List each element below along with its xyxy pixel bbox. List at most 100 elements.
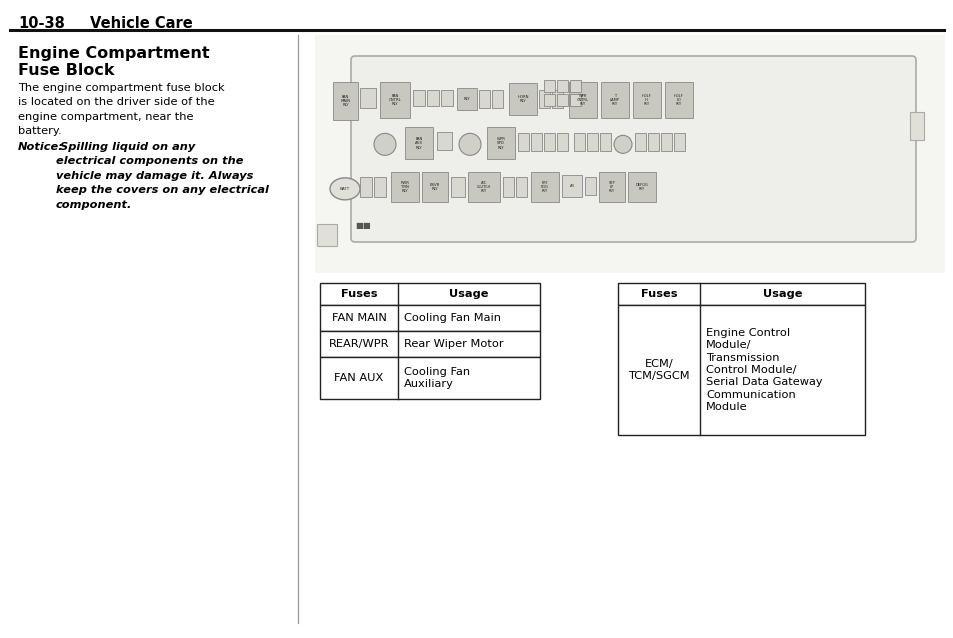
Text: ■■: ■■ [355, 221, 371, 230]
Text: WPR
SPD
RLY: WPR SPD RLY [497, 137, 505, 150]
Text: A/I: A/I [569, 184, 574, 188]
Text: HOLF
LO
RLY: HOLF LO RLY [674, 94, 683, 106]
Ellipse shape [614, 135, 631, 153]
Bar [413, 90, 424, 106]
Text: ESVR
RLY: ESVR RLY [430, 182, 439, 191]
Bar [314, 35, 944, 273]
Text: Engine Control
Module/
Transmission
Control Module/
Serial Data Gateway
Communic: Engine Control Module/ Transmission Cont… [705, 328, 821, 412]
Text: Usage: Usage [762, 289, 801, 299]
Text: Engine Compartment: Engine Compartment [18, 46, 210, 61]
Bar [557, 94, 567, 106]
Text: FAN
CNTRL
RLY: FAN CNTRL RLY [388, 94, 401, 106]
Bar [486, 128, 515, 160]
Bar [359, 88, 375, 108]
Text: RLY: RLY [463, 97, 470, 101]
Bar [618, 305, 864, 435]
Bar [391, 172, 418, 202]
Ellipse shape [374, 133, 395, 155]
Bar [492, 90, 502, 108]
Text: T
LAMP
RLY: T LAMP RLY [609, 94, 619, 106]
Bar [618, 283, 864, 305]
Bar [531, 133, 541, 151]
Bar [319, 331, 539, 357]
Bar [333, 82, 357, 120]
Text: FRT
FOG
RLY: FRT FOG RLY [540, 181, 548, 193]
Bar [538, 90, 550, 108]
Bar [586, 133, 598, 151]
Bar [552, 90, 562, 108]
Bar [635, 133, 645, 151]
Ellipse shape [458, 133, 480, 155]
Bar [598, 172, 624, 202]
Text: Usage: Usage [449, 289, 488, 299]
Text: Spilling liquid on any
electrical components on the
vehicle may damage it. Alway: Spilling liquid on any electrical compon… [56, 142, 269, 210]
Bar [436, 132, 452, 151]
Text: Fuses: Fuses [340, 289, 376, 299]
Bar [543, 133, 555, 151]
Text: Cooling Fan Main: Cooling Fan Main [403, 313, 500, 323]
Bar [516, 177, 526, 197]
Text: ECM/
TCM/SGCM: ECM/ TCM/SGCM [627, 359, 689, 381]
Text: Notice:: Notice: [18, 142, 64, 152]
Bar [319, 305, 539, 331]
Bar [427, 90, 438, 106]
Bar [531, 172, 558, 202]
Bar [379, 82, 410, 118]
Text: Fuses: Fuses [640, 289, 677, 299]
Bar [561, 175, 581, 197]
Text: Cooling Fan
Auxiliary: Cooling Fan Auxiliary [403, 367, 470, 389]
Text: A/C
CLUTCH
RLY: A/C CLUTCH RLY [476, 181, 491, 193]
Bar [569, 94, 580, 106]
Bar [557, 133, 567, 151]
Bar [359, 177, 372, 197]
Bar [647, 133, 659, 151]
Bar [316, 224, 336, 246]
Text: BATT: BATT [339, 187, 350, 191]
Text: STP
LP
RLY: STP LP RLY [608, 181, 615, 193]
Bar [660, 133, 671, 151]
Text: DEFOG
RLY: DEFOG RLY [635, 182, 648, 191]
Bar [633, 82, 660, 118]
Bar [451, 177, 464, 197]
Bar [599, 133, 610, 151]
Bar [627, 172, 656, 202]
Bar [574, 133, 584, 151]
Bar [543, 94, 555, 106]
FancyBboxPatch shape [351, 56, 915, 242]
Bar [543, 80, 555, 92]
Bar [421, 172, 448, 202]
Text: Vehicle Care: Vehicle Care [90, 16, 193, 31]
Bar [568, 82, 597, 118]
Bar [319, 357, 539, 399]
Bar [456, 88, 476, 110]
Text: HOLF
HI
RLY: HOLF HI RLY [641, 94, 651, 106]
Bar [557, 80, 567, 92]
Text: FAN MAIN: FAN MAIN [332, 313, 386, 323]
Bar [478, 90, 490, 108]
Bar [405, 128, 433, 160]
Bar [502, 177, 514, 197]
Ellipse shape [330, 178, 359, 200]
Text: FAN
AUX
RLY: FAN AUX RLY [415, 137, 422, 150]
Bar [440, 90, 453, 106]
Bar [664, 82, 692, 118]
Text: PWR
TRN
RLY: PWR TRN RLY [400, 181, 409, 193]
Text: FAN AUX: FAN AUX [334, 373, 383, 383]
Text: WPR
CNTRL
RLY: WPR CNTRL RLY [577, 94, 588, 106]
Bar [374, 177, 386, 197]
Bar [600, 82, 628, 118]
Bar [319, 283, 539, 305]
Text: The engine compartment fuse block
is located on the driver side of the
engine co: The engine compartment fuse block is loc… [18, 83, 224, 136]
Bar [584, 177, 596, 195]
Text: 10-38: 10-38 [18, 16, 65, 31]
Text: FAN
MAIN
RLY: FAN MAIN RLY [340, 94, 350, 107]
Bar [569, 80, 580, 92]
Text: REAR/WPR: REAR/WPR [329, 339, 389, 349]
Bar [509, 83, 537, 115]
Bar [673, 133, 684, 151]
Text: Fuse Block: Fuse Block [18, 63, 114, 78]
Text: Rear Wiper Motor: Rear Wiper Motor [403, 339, 503, 349]
Text: HORN
RLY: HORN RLY [517, 94, 528, 103]
Bar [468, 172, 499, 202]
Bar [909, 112, 923, 140]
